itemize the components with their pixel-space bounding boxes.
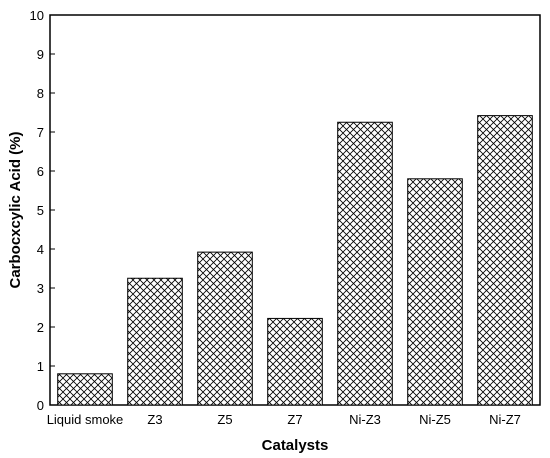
bar-z7 bbox=[267, 317, 323, 406]
y-axis-title: Carbocxcylic Acid (%) bbox=[7, 132, 24, 289]
x-axis-title: Catalysts bbox=[262, 437, 329, 454]
x-tick-label: Z7 bbox=[287, 412, 302, 427]
y-tick-label: 8 bbox=[37, 86, 44, 101]
x-tick-label: Ni-Z7 bbox=[489, 412, 521, 427]
x-tick-label: Ni-Z5 bbox=[419, 412, 451, 427]
y-tick-label: 2 bbox=[37, 320, 44, 335]
bar-ni-z3 bbox=[337, 121, 393, 406]
y-axis-ticks: 0 1 2 3 4 5 6 7 8 9 10 bbox=[30, 8, 55, 413]
bars-group bbox=[57, 115, 533, 406]
y-tick-label: 3 bbox=[37, 281, 44, 296]
y-tick-label: 7 bbox=[37, 125, 44, 140]
bar-liquid-smoke bbox=[57, 373, 113, 406]
y-tick-label: 6 bbox=[37, 164, 44, 179]
bar-z5 bbox=[197, 251, 253, 406]
x-tick-label: Liquid smoke bbox=[47, 412, 124, 427]
bar-ni-z7 bbox=[477, 115, 533, 406]
y-tick-label: 5 bbox=[37, 203, 44, 218]
y-tick-label: 10 bbox=[30, 8, 44, 23]
x-tick-label: Z3 bbox=[147, 412, 162, 427]
x-axis-ticks: Liquid smoke Z3 Z5 Z7 Ni-Z3 Ni-Z5 Ni-Z7 bbox=[47, 412, 521, 427]
y-tick-label: 4 bbox=[37, 242, 44, 257]
y-tick-label: 0 bbox=[37, 398, 44, 413]
y-tick-label: 1 bbox=[37, 359, 44, 374]
bar-ni-z5 bbox=[407, 178, 463, 406]
x-tick-label: Ni-Z3 bbox=[349, 412, 381, 427]
y-tick-label: 9 bbox=[37, 47, 44, 62]
bar-z3 bbox=[127, 277, 183, 406]
x-tick-label: Z5 bbox=[217, 412, 232, 427]
